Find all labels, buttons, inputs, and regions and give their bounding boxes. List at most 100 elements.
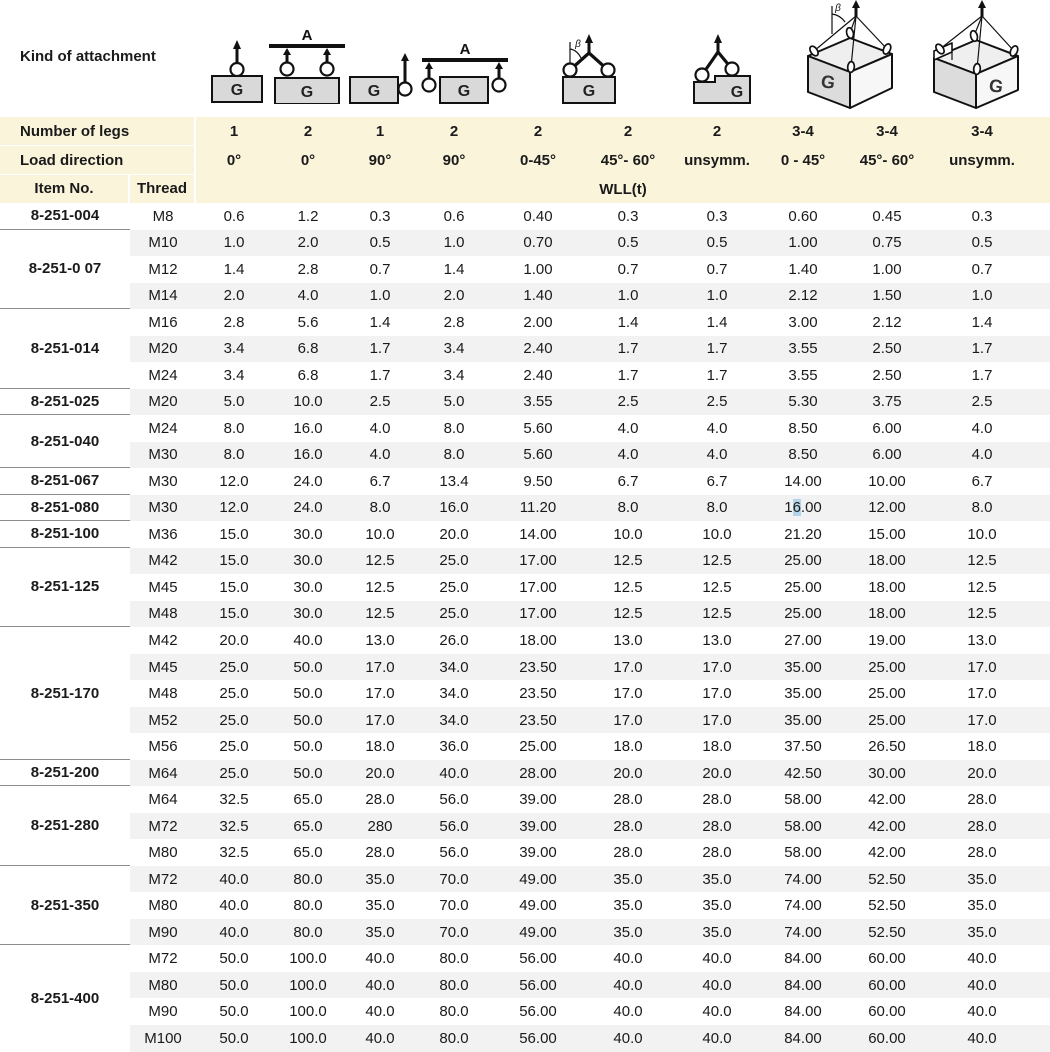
- wll-value-cell: 0.3: [706, 207, 728, 225]
- thread-cell: M100: [144, 1029, 182, 1047]
- load-direction-value: 90°: [368, 152, 392, 169]
- wll-value-cell: 2.8: [297, 260, 319, 278]
- wll-value-cell: 65.0: [293, 817, 323, 835]
- table-row: M30 12.0 24.0 8.0 16.0 11.20 8.0 8.0 16.00 12.00 8…: [130, 494, 1050, 522]
- wll-value-cell: 80.0: [439, 1029, 469, 1047]
- wll-value-cell: 12.5: [702, 605, 732, 623]
- two-leg-side-beam-icon: A G: [421, 42, 508, 104]
- item-group: 8-251-014 M16 2.8 5.6 1.4 2.8 2.00 1.4 1.4 3.00 2.…: [0, 309, 1050, 389]
- wll-value-cell: 49.00: [519, 870, 557, 888]
- wll-value-cell: 35.0: [365, 870, 395, 888]
- wll-value-cell: 1.0: [223, 234, 245, 252]
- wll-value-cell: 25.00: [784, 578, 822, 596]
- legs-count-value: 2: [623, 123, 633, 140]
- wll-value-cell: 25.00: [868, 685, 906, 703]
- thread-cell: M90: [148, 923, 178, 941]
- wll-value-cell: 2.00: [523, 313, 553, 331]
- wll-value-cell: 23.50: [519, 685, 557, 703]
- wll-value-cell: 3.55: [788, 340, 818, 358]
- wll-value-cell: 12.5: [613, 552, 643, 570]
- wll-value-cell: 1.7: [617, 366, 639, 384]
- wll-value-cell: 25.00: [868, 658, 906, 676]
- wll-value-cell: 28.0: [613, 817, 643, 835]
- wll-value-cell: 15.0: [219, 552, 249, 570]
- legs-count-value: 2: [712, 123, 722, 140]
- thread-cell: M14: [148, 287, 178, 305]
- legs-values-row: 1 2 1 2 2 2 2 3-4 3-4 3-4: [196, 117, 1050, 146]
- wll-value-cell: 0.6: [223, 207, 245, 225]
- wll-value-cell: 65.0: [293, 791, 323, 809]
- wll-value-cell: 1.0: [443, 234, 465, 252]
- wll-value-cell: 4.0: [706, 446, 728, 464]
- wll-value-cell: 42.00: [868, 791, 906, 809]
- wll-value-cell: 0.70: [523, 234, 553, 252]
- wll-value-cell: 35.0: [967, 897, 997, 915]
- table-row: M90 40.0 80.0 35.0 70.0 49.00 35.0 35.0 74.00 52.…: [130, 918, 1050, 946]
- thread-cell: M72: [148, 950, 178, 968]
- wll-value-cell: 13.0: [702, 632, 732, 649]
- load-direction-label: Load direction: [0, 146, 194, 175]
- svg-text:A: A: [460, 42, 471, 58]
- wll-value-cell: 1.00: [523, 260, 553, 278]
- wll-value-cell: 39.00: [519, 791, 557, 809]
- wll-value-cell: 4.0: [971, 446, 993, 464]
- wll-value-cell: 11.20: [519, 499, 557, 517]
- wll-value-cell: 20.0: [439, 525, 469, 543]
- item-group: 8-251-125 M42 15.0 30.0 12.5 25.0 17.00 12.5 12.…: [0, 547, 1050, 628]
- thread-cell: M42: [148, 632, 178, 649]
- item-group: 8-251-040 M24 8.0 16.0 4.0 8.0 5.60 4.0 4.0 8.50 6…: [0, 415, 1050, 469]
- wll-value-cell: 56.00: [519, 1029, 557, 1047]
- wll-value-cell: 58.00: [784, 844, 822, 862]
- item-group: 8-251-350 M72 40.0 80.0 35.0 70.0 49.00 35.0 35.…: [0, 865, 1050, 946]
- wll-value-cell: 100.0: [289, 1029, 327, 1047]
- thread-cell: M24: [148, 366, 178, 384]
- wll-value-cell: 25.0: [219, 764, 249, 782]
- single-leg-side-icon: G: [349, 53, 413, 104]
- wll-value-cell: 2.12: [788, 287, 818, 305]
- wll-value-cell: 8.0: [617, 499, 639, 517]
- wll-value-cell: 6.8: [297, 340, 319, 358]
- table-row: M64 32.5 65.0 28.0 56.0 39.00 28.0 28.0 58.00 42.…: [130, 786, 1050, 813]
- item-group: 8-251-025 M20 5.0 10.0 2.5 5.0 3.55 2.5 2.5 5.30 3…: [0, 388, 1050, 416]
- wll-value-cell: 40.0: [365, 976, 395, 994]
- table-row: M56 25.0 50.0 18.0 36.0 25.00 18.0 18.0 37.50 26.…: [130, 733, 1050, 760]
- table-row: M72 50.0 100.0 40.0 80.0 56.00 40.0 40.0 84.00 60…: [130, 945, 1050, 972]
- wll-value-cell: 1.7: [617, 340, 639, 358]
- wll-value-cell: 25.00: [784, 552, 822, 570]
- wll-value-cell: 0.3: [971, 207, 993, 225]
- table-row: M16 2.8 5.6 1.4 2.8 2.00 1.4 1.4 3.00 2.12 1.4: [130, 309, 1050, 336]
- wll-value-cell: 8.0: [971, 499, 993, 517]
- wll-value-cell: 84.00: [784, 1029, 822, 1047]
- item-group: 8-251-280 M64 32.5 65.0 28.0 56.0 39.00 28.0 28.…: [0, 786, 1050, 866]
- wll-value-cell: 10.0: [365, 525, 395, 543]
- wll-value-cell: 26.0: [439, 632, 469, 649]
- thread-cell: M12: [148, 260, 178, 278]
- table-row: M42 15.0 30.0 12.5 25.0 17.00 12.5 12.5 25.00 18.…: [130, 547, 1050, 575]
- wll-value-cell: 12.5: [702, 578, 732, 596]
- wll-value-cell: 40.0: [365, 1003, 395, 1021]
- wll-value-cell: 56.00: [519, 950, 557, 968]
- wll-value-cell: 16.00: [784, 499, 822, 517]
- load-direction-value: 0°: [226, 152, 242, 169]
- svg-text:G: G: [987, 75, 1004, 97]
- table-row: M80 32.5 65.0 28.0 56.0 39.00 28.0 28.0 58.00 42.…: [130, 839, 1050, 866]
- wll-value-cell: 12.00: [868, 499, 906, 517]
- wll-value-cell: 2.50: [872, 340, 902, 358]
- wll-value-cell: 17.0: [702, 711, 732, 729]
- wll-value-cell: 0.7: [617, 260, 639, 278]
- wll-value-cell: 1.7: [706, 366, 728, 384]
- thread-cell: M90: [148, 1003, 178, 1021]
- table-row: M90 50.0 100.0 40.0 80.0 56.00 40.0 40.0 84.00 60…: [130, 998, 1050, 1025]
- item-group: 8-251-080 M30 12.0 24.0 8.0 16.0 11.20 8.0 8.0 16…: [0, 494, 1050, 522]
- wll-value-cell: 1.4: [617, 313, 639, 331]
- wll-value-cell: 42.50: [784, 764, 822, 782]
- wll-value-cell: 58.00: [784, 791, 822, 809]
- legs-count-value: 3-4: [971, 123, 993, 140]
- wll-value-cell: 25.0: [219, 738, 249, 756]
- thread-cell: M24: [148, 419, 178, 437]
- wll-value-cell: 6.00: [872, 446, 902, 464]
- wll-value-cell: 12.0: [219, 499, 249, 517]
- thread-cell: M72: [148, 817, 178, 835]
- item-number-cell: 8-251-014: [0, 309, 130, 389]
